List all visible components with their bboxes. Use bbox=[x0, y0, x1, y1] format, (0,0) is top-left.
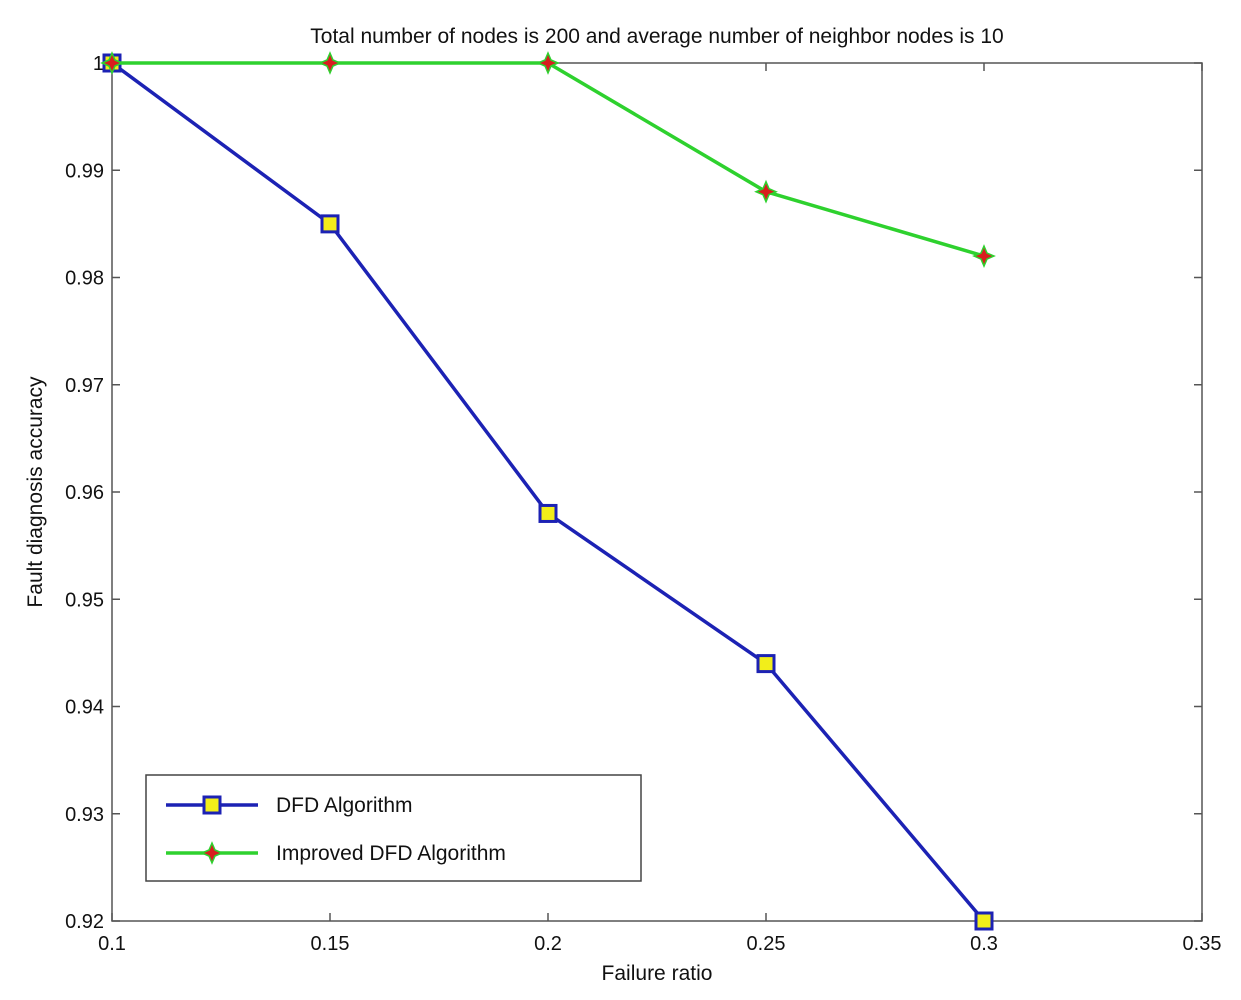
y-tick-label: 0.92 bbox=[65, 911, 104, 933]
data-point bbox=[974, 911, 994, 931]
series-layer bbox=[100, 51, 996, 931]
legend-box bbox=[145, 774, 642, 882]
y-axis-title: Fault diagnosis accuracy bbox=[24, 376, 47, 608]
y-tick-label: 0.94 bbox=[65, 697, 104, 719]
legend-label-dfd: DFD Algorithm bbox=[276, 794, 413, 817]
y-tick-label: 1 bbox=[93, 53, 104, 75]
data-point bbox=[100, 51, 124, 75]
x-tick-label: 0.2 bbox=[534, 933, 562, 955]
data-point bbox=[754, 179, 778, 204]
data-point bbox=[756, 654, 776, 674]
x-tick-label: 0.15 bbox=[311, 933, 350, 955]
data-point bbox=[538, 503, 558, 523]
legend-label-improved: Improved DFD Algorithm bbox=[276, 842, 506, 865]
data-point bbox=[318, 51, 342, 75]
y-tick-label: 0.97 bbox=[65, 375, 104, 397]
x-tick-label: 0.3 bbox=[970, 933, 998, 955]
data-point bbox=[972, 244, 996, 268]
data-point bbox=[536, 51, 560, 75]
x-tick-label: 0.25 bbox=[747, 933, 786, 955]
chart-title: Total number of nodes is 200 and average… bbox=[310, 25, 1003, 48]
x-tick-label: 0.1 bbox=[98, 933, 126, 955]
legend: DFD Algorithm Improved DFD Algorithm bbox=[145, 774, 642, 882]
x-tick-label: 0.35 bbox=[1183, 933, 1222, 955]
data-point bbox=[320, 214, 340, 234]
legend-marker-dfd bbox=[202, 795, 222, 815]
y-tick-label: 0.93 bbox=[65, 804, 104, 826]
y-tick-label: 0.95 bbox=[65, 589, 104, 611]
x-axis-title: Failure ratio bbox=[602, 962, 713, 985]
y-tick-label: 0.99 bbox=[65, 160, 104, 182]
legend-marker-improved bbox=[200, 841, 224, 865]
axis-ticks: 0.1 0.15 0.2 0.25 0.3 0.35 0.92 0.93 0.94 0.95 0.9… bbox=[65, 53, 1221, 955]
y-tick-label: 0.98 bbox=[65, 268, 104, 290]
y-tick-label: 0.96 bbox=[65, 482, 104, 504]
